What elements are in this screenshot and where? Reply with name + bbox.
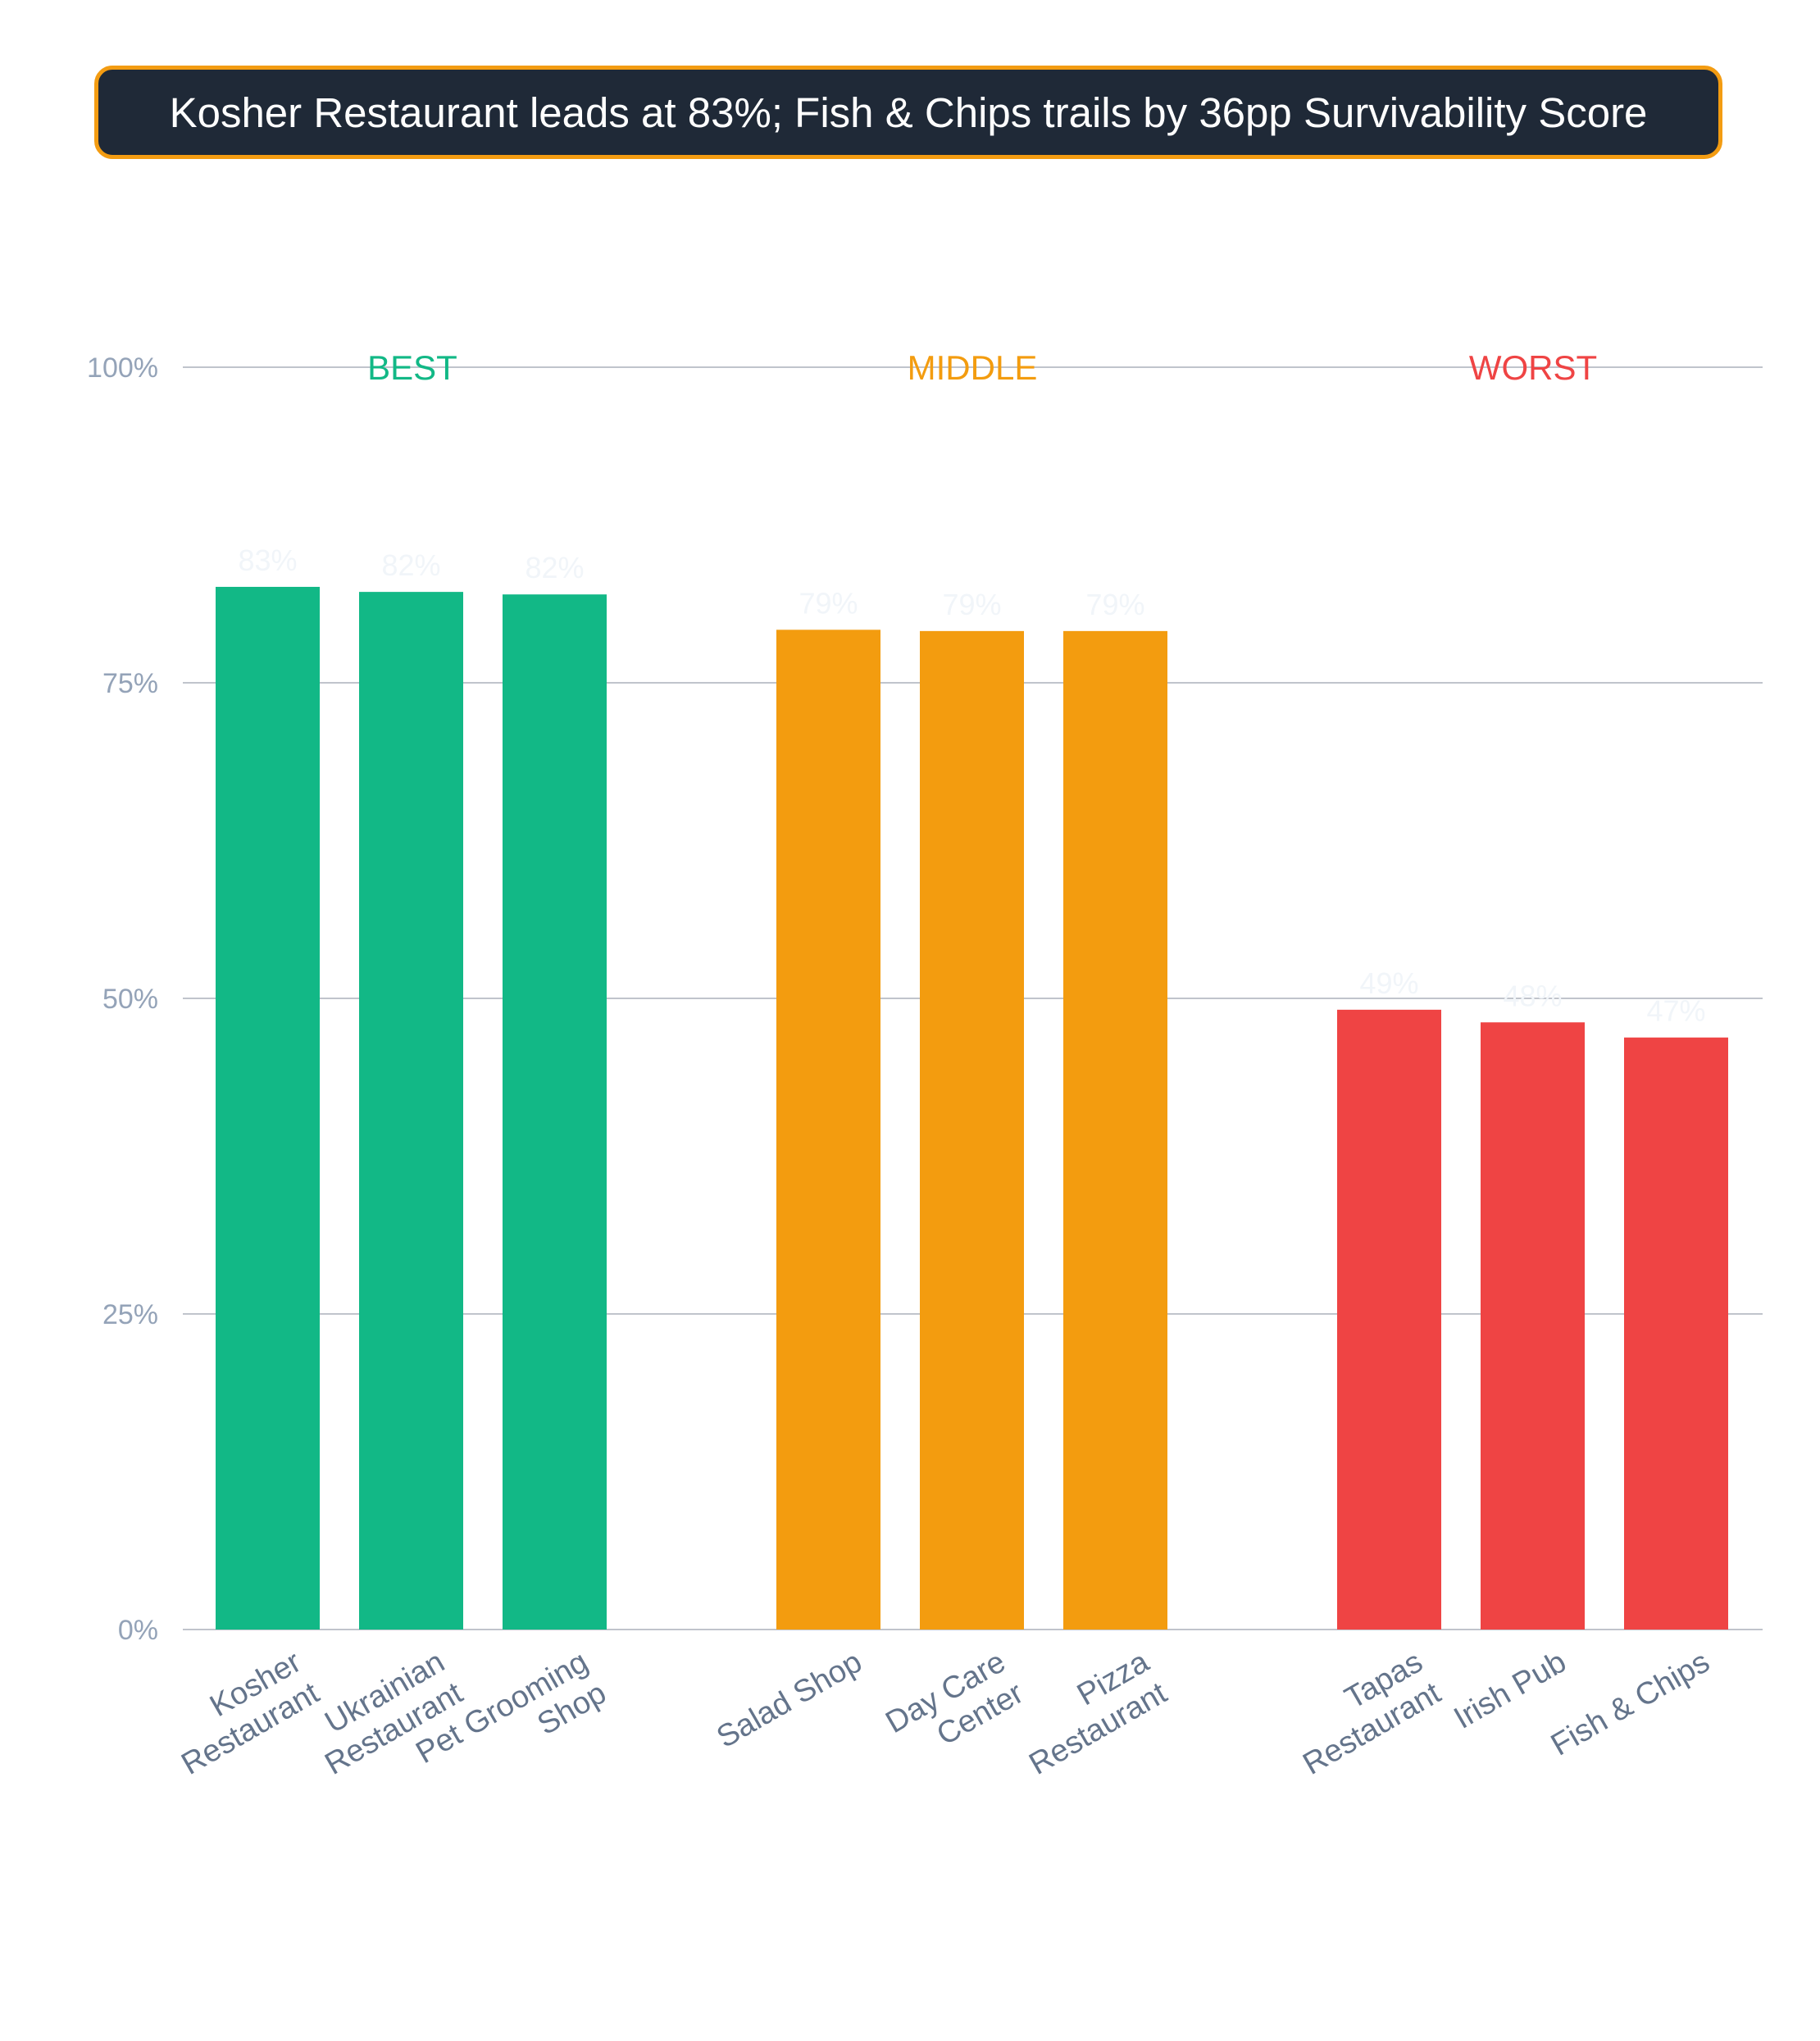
value-label: 83% [238, 543, 297, 577]
y-tick-label: 50% [102, 984, 158, 1015]
category-label-line: Irish Pub [1449, 1644, 1572, 1735]
category-label: KosherRestaurant [158, 1644, 325, 1782]
category-label: Day CareCenter [880, 1644, 1030, 1771]
bar [920, 630, 1024, 1630]
value-label: 48% [1503, 979, 1562, 1012]
category-label: Fish & Chips [1545, 1644, 1716, 1762]
group-label-best: BEST [367, 348, 457, 387]
bar [1337, 1009, 1441, 1630]
y-tick-label: 0% [118, 1615, 158, 1646]
category-label-line: Salad Shop [711, 1644, 867, 1755]
y-tick-label: 25% [102, 1299, 158, 1330]
bar [359, 592, 463, 1630]
bar [503, 594, 607, 1630]
bar [216, 586, 320, 1630]
value-label: 79% [942, 588, 1001, 621]
chart-title: Kosher Restaurant leads at 83%; Fish & C… [169, 89, 1648, 136]
group-label-middle: MIDDLE [908, 348, 1038, 387]
category-label-line: Fish & Chips [1545, 1644, 1716, 1762]
bar [1063, 630, 1167, 1630]
value-label: 82% [525, 551, 584, 584]
bar [1624, 1037, 1728, 1630]
category-label: TapasRestaurant [1280, 1644, 1447, 1782]
category-label: Salad Shop [711, 1644, 867, 1755]
group-label-worst: WORST [1469, 348, 1597, 387]
value-label: 82% [381, 548, 440, 582]
value-label: 49% [1359, 966, 1418, 1000]
value-label: 79% [1085, 588, 1144, 621]
value-label: 47% [1646, 994, 1705, 1028]
category-label: PizzaRestaurant [1006, 1644, 1174, 1782]
bar [1481, 1022, 1585, 1630]
category-label: UkrainianRestaurant [302, 1644, 469, 1782]
bar [776, 630, 880, 1630]
y-tick-label: 100% [87, 352, 158, 384]
y-tick-label: 75% [102, 668, 158, 699]
value-label: 79% [799, 586, 858, 620]
category-label: Irish Pub [1449, 1644, 1572, 1735]
chart-title-box: Kosher Restaurant leads at 83%; Fish & C… [94, 66, 1722, 159]
